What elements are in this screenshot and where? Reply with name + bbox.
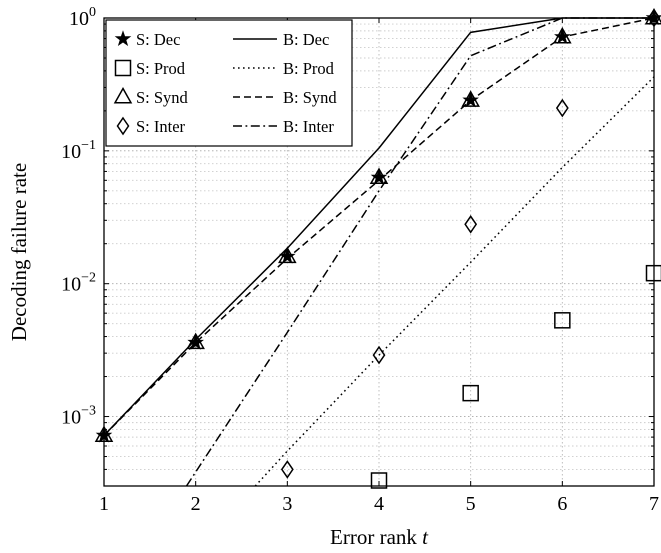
legend-label: B: Dec bbox=[283, 30, 329, 49]
legend: S: Dec B: Dec S: Prod B: Prod S: Synd B: Synd… bbox=[105, 19, 353, 147]
marker-triangle-s--synd bbox=[553, 26, 572, 44]
legend-marker-square bbox=[114, 59, 132, 77]
legend-label: B: Inter bbox=[283, 117, 334, 136]
axis-ticks: 1 2 3 4 5 6 7 10−3 10−2 10−1 100 bbox=[61, 5, 659, 515]
y-axis-label: Decoding failure rate bbox=[7, 163, 31, 341]
x-tick-label: 5 bbox=[466, 493, 476, 515]
x-axis-label: Error rank t bbox=[330, 525, 429, 549]
x-tick-label: 2 bbox=[191, 493, 201, 515]
marker-star-s--dec bbox=[370, 168, 388, 185]
legend-label: S: Synd bbox=[136, 88, 189, 107]
marker-triangle-s--synd bbox=[186, 332, 205, 350]
marker-star-s--dec bbox=[462, 91, 479, 108]
marker-star-s--dec bbox=[279, 247, 296, 264]
x-tick-label: 4 bbox=[374, 493, 384, 515]
legend-marker-diamond bbox=[116, 116, 130, 136]
legend-label: S: Dec bbox=[136, 30, 180, 49]
legend-marker-star bbox=[114, 30, 132, 47]
marker-diamond-s--inter bbox=[464, 214, 478, 234]
x-tick-label: 3 bbox=[282, 493, 292, 515]
marker-diamond-s--inter bbox=[280, 460, 294, 479]
y-tick-label: 10−3 bbox=[61, 404, 96, 429]
marker-triangle-s--synd bbox=[461, 90, 480, 107]
legend-box bbox=[105, 19, 353, 147]
legend-marker-triangle bbox=[113, 86, 133, 104]
x-tick-label: 7 bbox=[649, 493, 659, 515]
x-tick-label: 6 bbox=[557, 493, 567, 515]
marker-star-s--dec bbox=[187, 333, 204, 350]
legend-label: B: Synd bbox=[283, 88, 337, 107]
legend-label: B: Prod bbox=[283, 59, 335, 78]
y-tick-label: 100 bbox=[69, 5, 96, 30]
marker-diamond-s--inter bbox=[555, 98, 569, 118]
marker-square-s--prod bbox=[554, 312, 571, 329]
marker-triangle-s--synd bbox=[369, 167, 389, 185]
y-tick-label: 10−2 bbox=[61, 271, 96, 296]
marker-square-s--prod bbox=[370, 472, 388, 489]
legend-label: S: Inter bbox=[136, 117, 186, 136]
marker-square-s--prod bbox=[462, 384, 479, 402]
marker-diamond-s--inter bbox=[372, 345, 386, 365]
marker-star-s--dec bbox=[554, 28, 571, 45]
y-tick-label: 10−1 bbox=[61, 138, 96, 163]
legend-label: S: Prod bbox=[136, 59, 186, 78]
marker-triangle-s--synd bbox=[278, 246, 297, 264]
series-line-b--prod bbox=[254, 76, 655, 486]
x-tick-label: 1 bbox=[99, 493, 109, 515]
